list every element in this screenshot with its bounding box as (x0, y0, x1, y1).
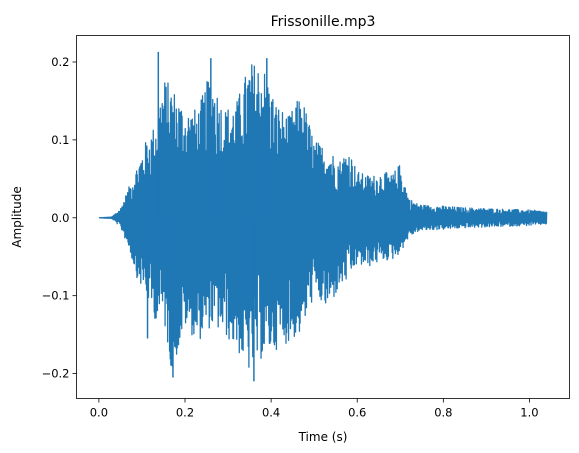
y-tick-label: 0.1 (51, 133, 69, 147)
x-tick-label: 0.4 (262, 406, 280, 420)
y-tick-label: 0.2 (51, 55, 69, 69)
x-tick-label: 1.0 (520, 406, 538, 420)
x-tick-label: 0.8 (434, 406, 452, 420)
x-axis: 0.0 0.2 0.4 0.6 0.8 1.0 (90, 398, 539, 420)
x-tick-label: 0.2 (176, 406, 194, 420)
x-tick-label: 0.0 (90, 406, 108, 420)
x-tick-label: 0.6 (348, 406, 366, 420)
y-axis-label: Amplitude (10, 186, 24, 248)
y-axis: −0.2 −0.1 0.0 0.1 0.2 (42, 55, 77, 381)
chart-title: Frissonille.mp3 (271, 14, 376, 30)
y-tick-label: −0.1 (42, 289, 70, 303)
x-axis-label: Time (s) (298, 430, 348, 444)
plot-frame (76, 35, 570, 399)
waveform-line (98, 64, 548, 368)
y-tick-label: 0.0 (51, 211, 69, 225)
y-tick-label: −0.2 (42, 367, 70, 381)
series-layer (98, 51, 548, 382)
